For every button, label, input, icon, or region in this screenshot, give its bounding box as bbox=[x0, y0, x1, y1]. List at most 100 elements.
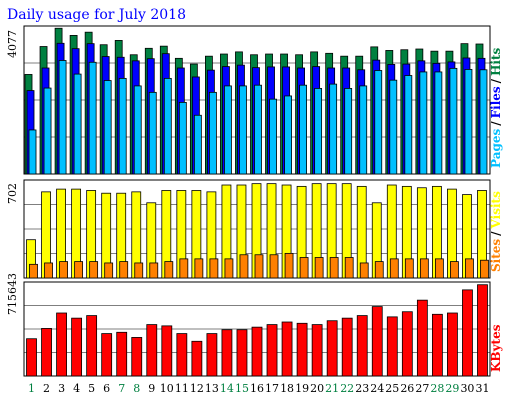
legend-kbytes: KBytes bbox=[489, 324, 503, 372]
kbytes-bar bbox=[386, 316, 398, 377]
pages-bar bbox=[434, 71, 443, 175]
sites-bar bbox=[59, 261, 68, 279]
sites-bar bbox=[419, 258, 429, 279]
pages-bar bbox=[299, 84, 307, 175]
pages-bar bbox=[374, 70, 383, 175]
pages-bar bbox=[359, 85, 368, 175]
pages-bar bbox=[269, 98, 277, 175]
sites-bar bbox=[404, 258, 414, 279]
pages-bar bbox=[449, 67, 458, 175]
legend-separator: / bbox=[489, 78, 503, 83]
day-label: 2 bbox=[43, 382, 50, 395]
kbytes-bar bbox=[416, 299, 428, 377]
pages-bar bbox=[133, 85, 142, 175]
kbytes-bar bbox=[296, 322, 308, 377]
legend-separator: / bbox=[489, 121, 503, 126]
legend-separator: / bbox=[489, 231, 503, 236]
pages-bar bbox=[88, 61, 97, 175]
kbytes-bar bbox=[131, 337, 143, 377]
sites-bar bbox=[389, 258, 399, 279]
kbytes-bar bbox=[176, 333, 188, 377]
top-legend: Pages / Files / Hits bbox=[489, 47, 503, 168]
day-label: 30 bbox=[460, 382, 474, 395]
sites-bar bbox=[480, 259, 489, 279]
sites-bar bbox=[89, 261, 99, 279]
sites-bar bbox=[344, 257, 354, 279]
sites-bar bbox=[374, 261, 384, 279]
sites-bar bbox=[134, 262, 144, 279]
day-label: 19 bbox=[295, 382, 309, 395]
kbytes-bar bbox=[26, 338, 37, 377]
day-label: 14 bbox=[220, 382, 234, 395]
kbytes-bar bbox=[311, 324, 323, 377]
sites-bar bbox=[450, 261, 459, 279]
sites-bar bbox=[119, 261, 129, 279]
pages-bar bbox=[103, 80, 112, 175]
kbytes-bar bbox=[41, 328, 52, 377]
pages-bar bbox=[329, 83, 338, 175]
kbytes-bar bbox=[371, 306, 383, 377]
legend-sites: Sites bbox=[489, 239, 503, 272]
y-max-labels: 4077 702 715643 bbox=[6, 30, 19, 315]
kbytes-bar bbox=[86, 315, 98, 377]
pages-bar bbox=[178, 101, 187, 175]
day-label: 9 bbox=[148, 382, 155, 395]
pages-bar bbox=[118, 77, 127, 175]
day-label: 27 bbox=[415, 382, 429, 395]
sites-bar bbox=[284, 252, 294, 279]
pages-bar bbox=[464, 69, 473, 175]
day-label: 28 bbox=[430, 382, 444, 395]
kbytes-bar bbox=[236, 329, 248, 377]
pages-bar bbox=[193, 114, 202, 175]
pages-bar bbox=[404, 75, 413, 175]
sites-bar bbox=[239, 254, 249, 279]
day-label: 10 bbox=[160, 382, 174, 395]
sites-bar bbox=[29, 263, 38, 279]
day-label: 11 bbox=[175, 382, 189, 395]
sites-bar bbox=[149, 262, 159, 279]
pages-bar bbox=[209, 91, 217, 175]
kbytes-bar bbox=[341, 317, 353, 377]
pages-bar bbox=[43, 87, 52, 175]
sites-bar bbox=[194, 258, 204, 279]
legend-visits: Visits bbox=[489, 191, 503, 230]
day-label: 17 bbox=[265, 382, 279, 395]
day-label: 23 bbox=[355, 382, 369, 395]
pages-bar bbox=[28, 129, 37, 175]
day-label: 24 bbox=[370, 382, 384, 395]
pages-bar bbox=[419, 71, 428, 175]
pages-bar bbox=[254, 84, 262, 175]
kbytes-bar bbox=[462, 289, 473, 377]
kbytes-bar bbox=[431, 313, 443, 377]
day-label: 8 bbox=[133, 382, 140, 395]
day-label: 15 bbox=[235, 382, 249, 395]
kbytes-bar bbox=[71, 317, 83, 377]
day-label: 13 bbox=[205, 382, 219, 395]
day-label: 22 bbox=[340, 382, 354, 395]
pages-bar bbox=[224, 85, 232, 175]
kbytes-bar bbox=[101, 333, 113, 377]
kbytes-bar bbox=[56, 312, 67, 377]
legend-pages: Pages bbox=[489, 128, 503, 168]
kbytes-bar bbox=[477, 284, 488, 377]
day-label: 3 bbox=[58, 382, 65, 395]
pages-bar bbox=[148, 91, 157, 175]
day-label: 5 bbox=[88, 382, 95, 395]
kbytes-bar bbox=[326, 320, 338, 377]
legend-files: Files bbox=[489, 86, 503, 118]
sites-bar bbox=[254, 254, 264, 279]
day-label: 26 bbox=[400, 382, 414, 395]
day-label: 1 bbox=[28, 382, 35, 395]
chart-bars bbox=[24, 27, 489, 377]
middle-legend: Sites /Visits bbox=[489, 191, 503, 272]
chart-title: Daily usage for July 2018 bbox=[7, 7, 186, 23]
kbytes-bar bbox=[356, 315, 368, 377]
kbytes-bar bbox=[116, 331, 128, 377]
kbytes-bar bbox=[206, 333, 218, 377]
sites-bar bbox=[299, 257, 309, 279]
middle-y-max-label: 702 bbox=[6, 183, 19, 204]
pages-bar bbox=[479, 69, 488, 175]
day-axis-labels: 1 2 3 4 5 6 7 8 9 10 11 12 13 14 15 16 17 18 19 20 21 22 23 24 2… bbox=[28, 382, 489, 395]
kbytes-bar bbox=[221, 329, 233, 377]
